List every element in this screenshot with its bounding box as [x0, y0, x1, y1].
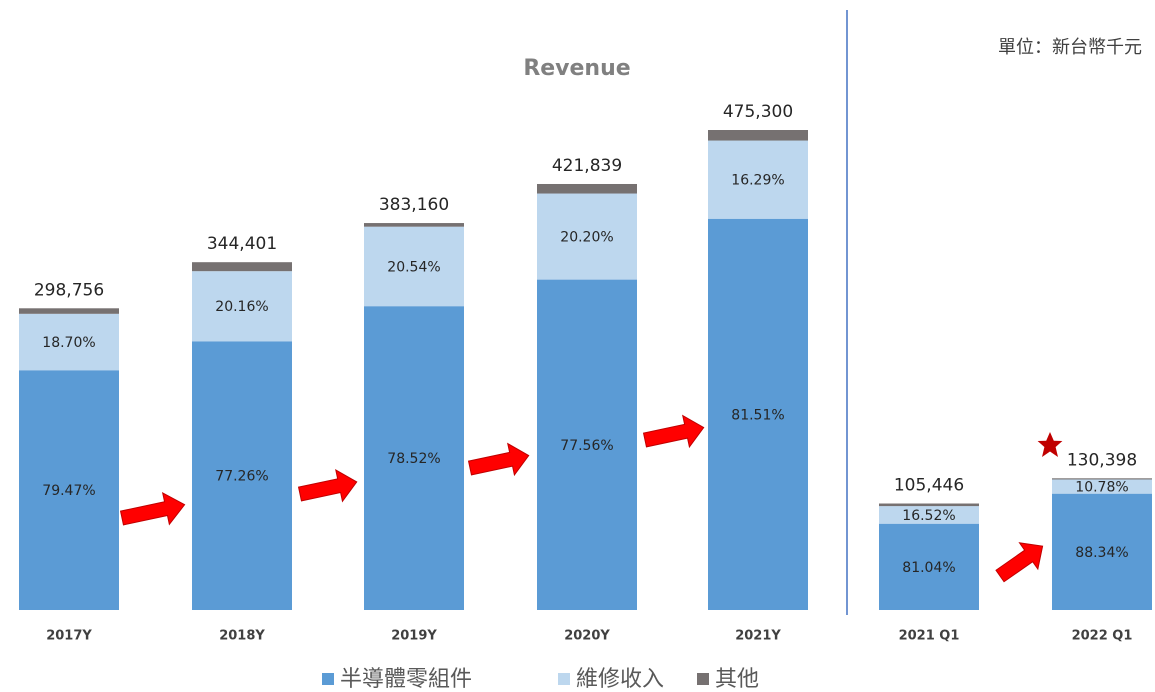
x-tick-label: 2021Y [735, 629, 781, 644]
total-label: 383,160 [379, 195, 449, 215]
bar-segment [192, 341, 292, 610]
data-label: 77.26% [215, 469, 268, 485]
bar-segment [364, 223, 464, 227]
x-tick-label: 2018Y [219, 629, 265, 644]
x-tick-label: 2021 Q1 [899, 629, 960, 644]
data-label: 79.47% [42, 483, 95, 499]
bar-segment [1052, 479, 1152, 494]
arrow [642, 414, 705, 449]
unit-note: 單位：新台幣千元 [998, 37, 1142, 58]
total-label: 475,300 [723, 102, 793, 122]
legend-label: 半導體零組件 [340, 667, 472, 692]
legend-swatch [322, 673, 334, 685]
total-label: 105,446 [894, 476, 964, 496]
bar-segment [537, 193, 637, 280]
data-label: 20.16% [215, 299, 268, 315]
bar-segment [192, 262, 292, 272]
data-label: 20.20% [560, 230, 613, 246]
data-label: 81.04% [902, 560, 955, 576]
bar-segment [708, 218, 808, 610]
data-label: 16.52% [902, 508, 955, 524]
data-label: 16.29% [731, 173, 784, 189]
legend-label: 維修收入 [576, 667, 664, 692]
x-tick-label: 2022 Q1 [1072, 629, 1133, 644]
bar-segment [364, 306, 464, 610]
bar-segment [1052, 478, 1152, 480]
bar-segment [537, 183, 637, 194]
bar-segment [192, 271, 292, 342]
bar-segment [19, 370, 119, 610]
bar-segment [19, 313, 119, 371]
total-label: 344,401 [207, 234, 277, 254]
bar-segment [879, 503, 979, 507]
chart-title: Revenue [523, 56, 630, 81]
total-label: 298,756 [34, 280, 104, 300]
arrows [119, 414, 1044, 583]
star [1037, 432, 1063, 457]
arrow [467, 442, 530, 477]
data-label: 88.34% [1075, 545, 1128, 561]
arrow [995, 542, 1044, 583]
bar-segment [19, 308, 119, 314]
data-label: 77.56% [560, 438, 613, 454]
data-label: 18.70% [42, 335, 95, 351]
bar-segment [708, 130, 808, 141]
x-tick-label: 2019Y [391, 629, 437, 644]
data-label: 10.78% [1075, 480, 1128, 496]
legend-swatch [558, 673, 570, 685]
bar-segment [708, 140, 808, 219]
arrow [119, 492, 186, 526]
data-label: 20.54% [387, 259, 440, 275]
bar-segment [879, 506, 979, 524]
data-label: 78.52% [387, 451, 440, 467]
legend-swatch [697, 673, 709, 685]
total-label: 130,398 [1067, 450, 1137, 470]
arrow [297, 469, 358, 503]
total-label: 421,839 [552, 156, 622, 176]
x-tick-label: 2020Y [564, 629, 610, 644]
data-label: 81.51% [731, 407, 784, 423]
bar-segment [364, 226, 464, 307]
bar-segment [879, 523, 979, 610]
x-tick-label: 2017Y [46, 629, 92, 644]
bar-segment [1052, 493, 1152, 610]
bar-segment [537, 279, 637, 610]
legend-label: 其他 [715, 667, 759, 692]
